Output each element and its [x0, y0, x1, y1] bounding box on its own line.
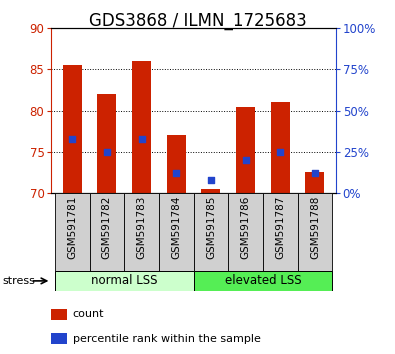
Bar	[51, 309, 67, 320]
Bar	[51, 333, 67, 344]
Bar	[63, 65, 82, 193]
Bar	[194, 271, 332, 291]
Bar	[90, 193, 124, 271]
Text: GSM591784: GSM591784	[171, 195, 181, 259]
Text: count: count	[73, 309, 104, 319]
Text: GSM591788: GSM591788	[310, 195, 320, 259]
Point	[69, 136, 75, 142]
Text: GSM591787: GSM591787	[275, 195, 285, 259]
Text: normal LSS: normal LSS	[91, 274, 158, 287]
Point	[103, 149, 110, 155]
Point	[138, 136, 145, 142]
Text: stress: stress	[2, 276, 35, 286]
Text: percentile rank within the sample: percentile rank within the sample	[73, 333, 261, 344]
Bar	[201, 189, 220, 193]
Bar	[271, 102, 290, 193]
Bar	[132, 61, 151, 193]
Text: GSM591785: GSM591785	[206, 195, 216, 259]
Text: GSM591783: GSM591783	[137, 195, 147, 259]
Bar	[228, 193, 263, 271]
Bar	[167, 135, 186, 193]
Bar	[55, 271, 194, 291]
Point	[173, 170, 179, 176]
Bar	[159, 193, 194, 271]
Bar	[305, 172, 324, 193]
Text: GSM591781: GSM591781	[67, 195, 77, 259]
Point	[277, 149, 284, 155]
Bar	[97, 94, 117, 193]
Text: elevated LSS: elevated LSS	[225, 274, 301, 287]
Text: GSM591782: GSM591782	[102, 195, 112, 259]
Bar	[297, 193, 332, 271]
Bar	[55, 193, 90, 271]
Bar	[263, 193, 297, 271]
Point	[208, 177, 214, 183]
Text: GSM591786: GSM591786	[241, 195, 250, 259]
Text: GDS3868 / ILMN_1725683: GDS3868 / ILMN_1725683	[88, 12, 307, 30]
Point	[312, 170, 318, 176]
Point	[243, 157, 249, 163]
Bar	[124, 193, 159, 271]
Bar	[194, 193, 228, 271]
Bar	[236, 107, 255, 193]
